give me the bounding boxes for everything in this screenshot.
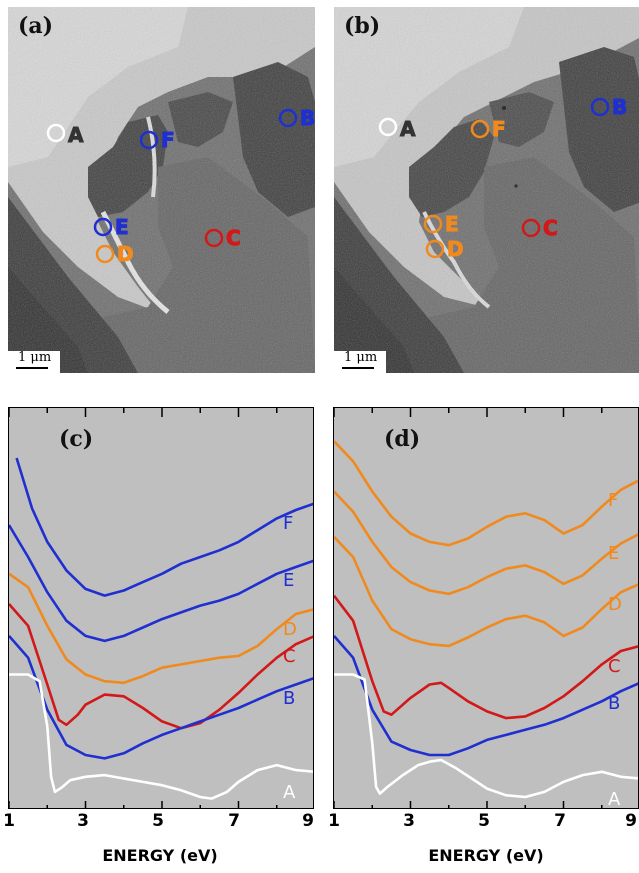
marker-label-c: C [543,216,559,240]
marker-label-a: A [67,123,84,147]
scalebar-label: 1 μm [18,350,52,365]
series-label-a: A [283,781,296,803]
scalebar-label: 1 μm [344,350,378,365]
series-line-b [334,635,638,757]
micrograph-image [8,7,315,373]
series-line-a [9,673,313,800]
x-tick-label: 9 [302,811,314,831]
series-line-d [334,535,638,648]
series-label-d: D [608,593,622,615]
series-line-b [9,635,313,760]
series-line-c [9,603,313,730]
x-tick-label: 5 [152,811,164,831]
marker-label-f: F [492,117,507,141]
marker-label-d: D [117,242,135,266]
series-line-f [334,440,638,547]
micrograph-image [334,7,639,373]
x-tick-label: 7 [554,811,566,831]
scalebar-line [16,367,48,369]
panel-label: (c) [59,426,94,452]
series-label-f: F [608,489,619,511]
series-label-b: B [283,687,296,709]
series-label-e: E [283,570,295,592]
x-axis-label: ENERGY (eV) [102,846,218,865]
marker-label-a: A [399,117,416,141]
series-label-c: C [608,655,621,677]
series-label-f: F [283,513,294,535]
panel-label: (b) [344,13,381,39]
x-tick-label: 1 [328,811,340,831]
marker-label-d: D [447,237,465,261]
x-tick-label: 9 [625,811,637,831]
panel-label: (d) [384,426,421,452]
marker-label-e: E [115,215,130,239]
series-label-e: E [608,543,620,565]
series-line-f [15,457,313,597]
series-line-d [9,572,313,685]
x-tick-label: 5 [478,811,490,831]
marker-label-f: F [161,128,176,152]
x-tick-label: 7 [228,811,240,831]
x-tick-label: 3 [403,811,415,831]
marker-label-b: B [611,95,628,119]
series-label-a: A [608,788,621,809]
spectrum-plot [9,408,313,808]
x-tick-label: 1 [3,811,15,831]
marker-label-e: E [445,212,460,236]
panel-label: (a) [18,13,54,39]
series-line-e [334,490,638,596]
marker-label-b: B [299,106,315,130]
scalebar: 1 μm [8,350,60,373]
x-axis-label: ENERGY (eV) [428,846,544,865]
series-label-c: C [283,645,296,667]
micrograph-a: (a) A B C D E F 1 μm [8,7,315,373]
scalebar-line [342,367,374,369]
scalebar: 1 μm [334,350,386,373]
series-line-e [9,524,313,643]
spectrum-plot [334,408,638,808]
series-line-a [334,673,638,799]
x-tick-label: 3 [77,811,89,831]
series-line-c [334,594,638,720]
series-label-d: D [283,619,297,640]
marker-label-c: C [226,226,242,250]
series-label-b: B [608,692,621,714]
micrograph-b: (b) A B C D E F 1 μm [334,7,639,373]
